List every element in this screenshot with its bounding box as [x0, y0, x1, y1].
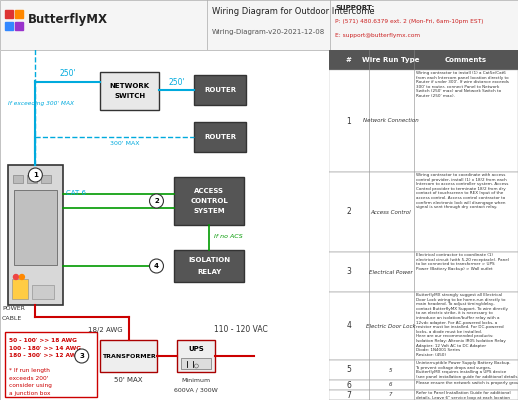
Text: TRANSFORMER: TRANSFORMER [102, 354, 155, 358]
Text: 5: 5 [389, 368, 392, 372]
Bar [5, 332, 97, 397]
Text: * If run length: * If run length [9, 368, 50, 373]
Text: E: support@butterflymx.com: E: support@butterflymx.com [335, 34, 420, 38]
Text: Electrical contractor to coordinate (1)
electrical circuit (with 5-20 receptacle: Electrical contractor to coordinate (1) … [415, 253, 508, 271]
Text: 18/2 AWG: 18/2 AWG [88, 327, 122, 333]
Text: Comments: Comments [444, 57, 486, 63]
Text: 7: 7 [389, 392, 392, 398]
Bar [194, 122, 246, 152]
Bar [329, 172, 518, 252]
Text: exceeds 200': exceeds 200' [9, 376, 49, 380]
Text: CAT 6: CAT 6 [66, 190, 86, 196]
Bar [15, 22, 23, 30]
Text: 3: 3 [79, 353, 84, 359]
Bar [5, 10, 13, 18]
Bar [5, 22, 13, 30]
Bar [178, 340, 215, 372]
Bar [329, 380, 518, 390]
Circle shape [13, 274, 19, 280]
Text: ROUTER: ROUTER [204, 134, 236, 140]
Text: 1: 1 [347, 116, 351, 126]
Text: ButterflyMX strongly suggest all Electrical
Door Lock wiring to be home-run dire: ButterflyMX strongly suggest all Electri… [415, 293, 508, 357]
Text: Access Control: Access Control [370, 210, 411, 214]
Circle shape [194, 364, 198, 368]
Bar [181, 358, 211, 369]
Text: 600VA / 300W: 600VA / 300W [175, 388, 218, 393]
Text: 300' MAX: 300' MAX [110, 141, 139, 146]
Text: 4: 4 [154, 263, 159, 269]
Text: 4: 4 [347, 322, 351, 330]
Text: Wiring contractor to coordinate with access
control provider, install (1) x 18/2: Wiring contractor to coordinate with acc… [415, 173, 508, 209]
Text: Wire Run Type: Wire Run Type [362, 57, 420, 63]
Text: 6: 6 [389, 382, 392, 388]
Circle shape [75, 349, 89, 363]
Text: Refer to Panel Installation Guide for additional
details. Leave 6" service loop : Refer to Panel Installation Guide for ad… [415, 391, 510, 400]
Bar [41, 175, 51, 183]
Text: NETWORK: NETWORK [109, 83, 150, 89]
Text: 250': 250' [169, 78, 185, 87]
Bar [329, 360, 518, 380]
Text: 100 - 180' >> 14 AWG: 100 - 180' >> 14 AWG [9, 346, 81, 350]
Text: 50 - 100' >> 18 AWG: 50 - 100' >> 18 AWG [9, 338, 77, 343]
Text: Uninterruptible Power Supply Battery Backup.
To prevent voltage drops and surges: Uninterruptible Power Supply Battery Bac… [415, 361, 518, 379]
Text: ROUTER: ROUTER [204, 87, 236, 93]
Text: ButterflyMX: ButterflyMX [28, 14, 108, 26]
Text: 1: 1 [33, 172, 38, 178]
Text: RELAY: RELAY [197, 269, 221, 275]
Bar [15, 10, 23, 18]
Text: CONTROL: CONTROL [191, 198, 228, 204]
Circle shape [150, 194, 164, 208]
Text: consider using: consider using [9, 383, 52, 388]
Text: Wiring-Diagram-v20-2021-12-08: Wiring-Diagram-v20-2021-12-08 [212, 29, 325, 35]
Bar [329, 390, 518, 400]
Text: ISOLATION: ISOLATION [188, 257, 231, 263]
Text: 50' MAX: 50' MAX [114, 377, 143, 383]
Text: 2: 2 [154, 198, 159, 204]
Text: 3: 3 [347, 268, 351, 276]
Text: 5: 5 [347, 366, 351, 374]
Text: Wiring contractor to install (1) a Cat5e/Cat6
from each Intercom panel location : Wiring contractor to install (1) a Cat5e… [415, 71, 508, 98]
Text: SWITCH: SWITCH [114, 93, 145, 99]
Text: #: # [346, 57, 352, 63]
Bar [32, 285, 54, 299]
Text: SUPPORT:: SUPPORT: [335, 5, 374, 11]
Bar [8, 165, 63, 305]
Text: If no ACS: If no ACS [214, 234, 243, 238]
Bar [329, 292, 518, 360]
Bar [14, 190, 57, 265]
Text: 7: 7 [347, 390, 351, 400]
Circle shape [20, 274, 24, 280]
Text: Minimum: Minimum [182, 378, 211, 383]
Bar [99, 72, 160, 110]
Text: 180 - 300' >> 12 AWG: 180 - 300' >> 12 AWG [9, 353, 81, 358]
Text: Electrical Power: Electrical Power [369, 270, 412, 274]
Text: Wiring Diagram for Outdoor Intercome: Wiring Diagram for Outdoor Intercome [212, 8, 375, 16]
Text: a junction box: a junction box [9, 390, 50, 396]
Text: POWER: POWER [2, 306, 25, 311]
Bar [27, 175, 37, 183]
Text: Electric Door Lock: Electric Door Lock [366, 324, 415, 328]
Circle shape [28, 168, 42, 182]
Text: 2: 2 [347, 208, 351, 216]
Bar [329, 252, 518, 292]
Bar [13, 175, 23, 183]
Text: Network Connection: Network Connection [363, 118, 419, 124]
Text: Please ensure the network switch is properly grounded.: Please ensure the network switch is prop… [415, 381, 518, 385]
Bar [329, 50, 518, 70]
Text: 6: 6 [347, 380, 351, 390]
Text: SYSTEM: SYSTEM [194, 208, 225, 214]
Text: 110 - 120 VAC: 110 - 120 VAC [214, 325, 268, 334]
Circle shape [150, 259, 164, 273]
Bar [12, 279, 28, 299]
Text: If exceeding 300' MAX: If exceeding 300' MAX [8, 101, 74, 106]
Text: ACCESS: ACCESS [194, 188, 224, 194]
Text: 250': 250' [59, 70, 76, 78]
Text: CABLE: CABLE [2, 316, 22, 321]
Text: P: (571) 480.6379 ext. 2 (Mon-Fri, 6am-10pm EST): P: (571) 480.6379 ext. 2 (Mon-Fri, 6am-1… [335, 20, 483, 24]
Text: UPS: UPS [189, 346, 204, 352]
Bar [175, 177, 244, 225]
Bar [329, 70, 518, 172]
Bar [175, 250, 244, 282]
Bar [194, 75, 246, 105]
Bar [99, 340, 157, 372]
